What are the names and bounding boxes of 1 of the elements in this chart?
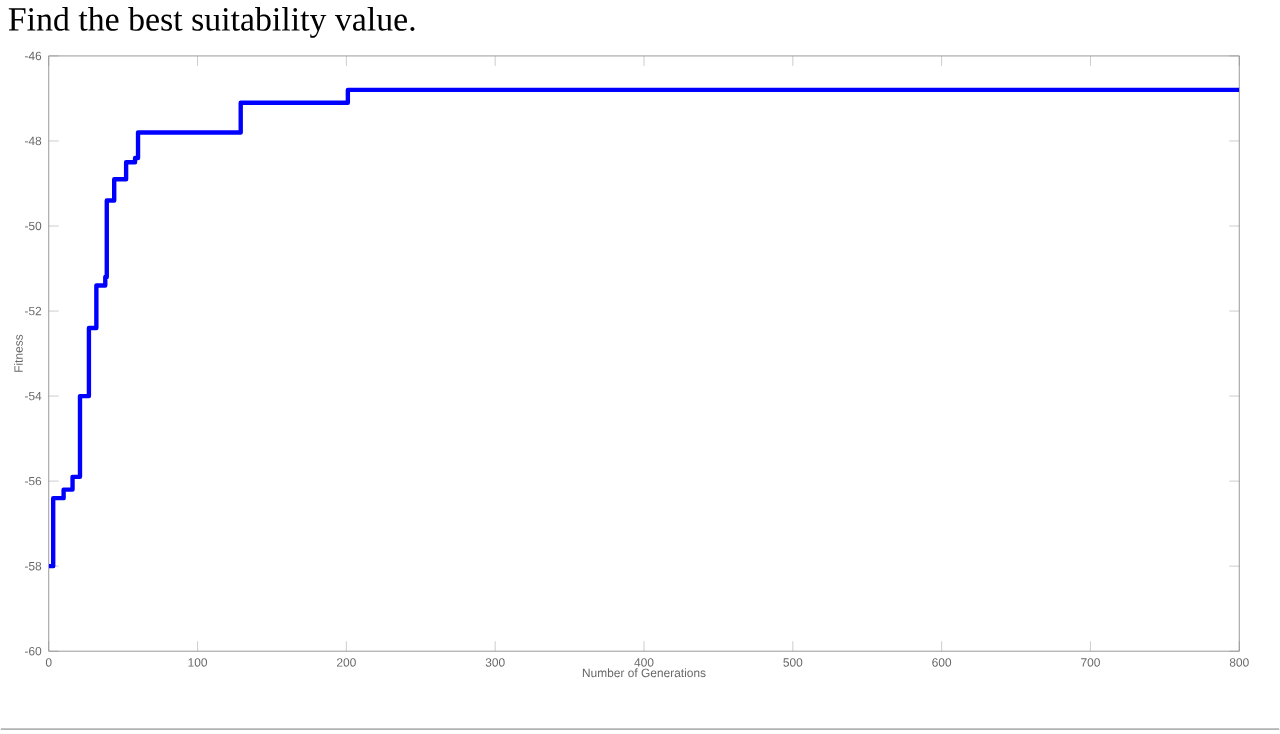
text: Find the best suitability value.: [8, 7, 415, 39]
